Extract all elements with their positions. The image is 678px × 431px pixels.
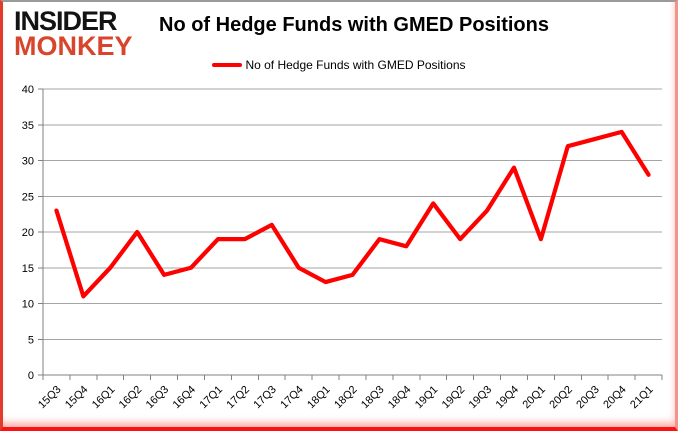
x-axis-tick-label: 19Q1: [413, 384, 441, 412]
y-axis-tick-label: 40: [22, 84, 34, 96]
x-axis-tick-label: 17Q4: [278, 384, 306, 412]
logo-insider-text: INSIDER: [14, 6, 118, 36]
y-axis-tick-label: 25: [22, 191, 34, 203]
x-axis-tick-label: 20Q2: [547, 384, 575, 412]
x-axis-tick-label: 20Q3: [574, 384, 602, 412]
x-axis-tick-label: 17Q3: [251, 384, 279, 412]
legend-line-marker: [212, 63, 243, 67]
x-axis-tick-label: 16Q4: [171, 384, 199, 412]
chart-legend: No of Hedge Funds with GMED Positions: [3, 58, 675, 72]
x-axis-tick-label: 16Q2: [117, 384, 145, 412]
legend-label: No of Hedge Funds with GMED Positions: [245, 58, 466, 72]
y-axis-tick-label: 0: [28, 370, 34, 382]
chart-title: No of Hedge Funds with GMED Positions: [159, 14, 549, 36]
x-axis-tick-label: 19Q2: [440, 384, 468, 412]
hedge-funds-line-chart: 0 5 10 15 20 25 30 35 40 15Q3 15Q4 16Q1 16Q2 16Q3 16Q4…: [22, 84, 663, 412]
y-axis-tick-label: 10: [22, 299, 34, 311]
x-axis-tick-label: 19Q4: [494, 384, 522, 412]
x-axis-tick-label: 15Q4: [63, 384, 91, 412]
x-axis-tick-label: 18Q1: [305, 384, 333, 412]
logo-monkey-text: MONKEY: [14, 30, 133, 61]
x-axis-tick-label: 15Q3: [36, 384, 64, 412]
y-axis-tick-label: 15: [22, 263, 34, 275]
x-axis-tick-label: 17Q1: [198, 384, 226, 412]
y-axis-tick-label: 30: [22, 156, 34, 168]
x-axis-tick-label: 21Q1: [628, 384, 656, 412]
x-axis-tick-label: 18Q2: [332, 384, 360, 412]
x-axis-tick-label: 20Q1: [520, 384, 548, 412]
x-axis-tick-label: 16Q3: [144, 384, 172, 412]
x-axis-tick-label: 18Q4: [386, 384, 414, 412]
x-axis-tick-label: 18Q3: [359, 384, 387, 412]
x-axis-tick-label: 19Q3: [467, 384, 495, 412]
hedge-funds-data-line: [54, 129, 651, 299]
x-axis-tick-label: 20Q4: [601, 384, 629, 412]
insider-monkey-logo: INSIDER MONKEY: [14, 6, 133, 61]
y-axis-tick-label: 5: [28, 334, 34, 346]
x-axis-tick-label: 16Q1: [90, 384, 118, 412]
y-axis-tick-label: 35: [22, 120, 34, 132]
x-axis-tick-label: 17Q2: [224, 384, 252, 412]
y-axis-tick-label: 20: [22, 227, 34, 239]
